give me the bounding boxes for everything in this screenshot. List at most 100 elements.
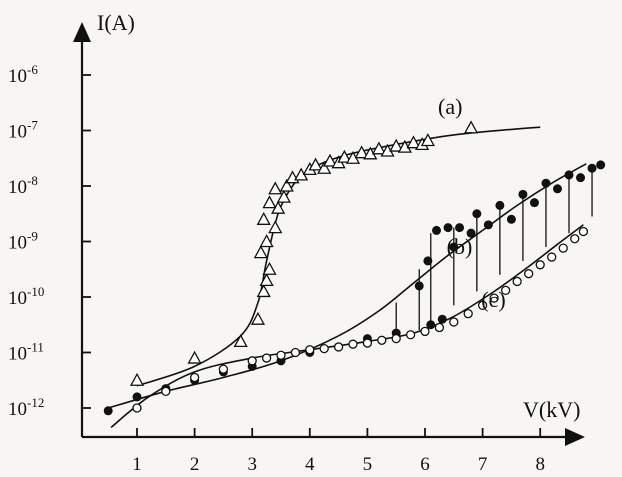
series-b-point — [495, 200, 505, 210]
series-a-point — [389, 138, 404, 152]
series-a-point — [262, 261, 277, 275]
series-c-point — [261, 353, 272, 363]
series-c-point — [524, 269, 534, 279]
series-c-point — [489, 293, 499, 303]
series-c-point — [290, 347, 301, 358]
series-label-c: (c) — [481, 287, 505, 312]
series-b-point — [472, 209, 482, 219]
x-axis-label: V(kV) — [523, 397, 580, 422]
series-a-point — [337, 149, 352, 163]
series-c-fit-curve — [110, 224, 584, 429]
series-b-point — [443, 223, 453, 233]
series-c-point — [500, 285, 511, 295]
series-b-point — [423, 256, 433, 266]
x-tick-label: 7 — [478, 454, 488, 475]
series-a-point — [420, 133, 435, 147]
x-axis-arrow — [565, 428, 585, 446]
series-c-point — [512, 276, 522, 287]
series-b-point — [483, 220, 493, 230]
y-tick-label: 10-7 — [8, 118, 38, 143]
series-c-point — [449, 317, 459, 327]
series-c-point — [391, 333, 401, 344]
y-axis-label: I(A) — [97, 10, 135, 35]
series-a-point — [259, 272, 274, 287]
series-b-point — [414, 281, 424, 291]
series-a-point — [256, 211, 271, 225]
series-b-point — [506, 214, 516, 224]
series-label-a: (a) — [438, 94, 462, 119]
series-a-point — [250, 311, 266, 325]
y-tick-label: 10-6 — [8, 62, 38, 87]
series-b-point — [437, 314, 447, 324]
y-axis-arrow — [73, 22, 91, 42]
y-tick-label: 10-12 — [8, 395, 44, 420]
series-b-point — [518, 189, 528, 199]
series-a-point — [259, 234, 274, 248]
y-tick-label: 10-9 — [8, 229, 38, 254]
series-c-point — [434, 322, 445, 333]
series-b-point — [596, 160, 606, 170]
series-a-point — [322, 153, 338, 167]
series-b-fit-curve — [107, 163, 587, 409]
series-a-point — [233, 334, 248, 348]
series-c-point — [405, 330, 416, 340]
x-tick-label: 3 — [247, 454, 257, 475]
series-c-point — [535, 260, 545, 270]
series-label-b: (b) — [447, 234, 473, 259]
series-c-point — [348, 339, 358, 349]
series-b-point — [552, 184, 562, 194]
series-c-point — [377, 335, 387, 345]
series-c-point — [463, 308, 473, 319]
series-a-point — [268, 220, 283, 234]
series-a-point — [253, 245, 268, 259]
series-a-point — [129, 372, 145, 386]
series-a-point — [279, 178, 294, 192]
x-tick-label: 4 — [305, 454, 315, 475]
x-tick-label: 6 — [420, 454, 430, 475]
series-a-point — [354, 145, 369, 159]
series-b-point — [541, 178, 551, 188]
series-b-point — [455, 223, 465, 233]
series-a-point — [256, 284, 271, 298]
series-b-point — [449, 242, 459, 252]
series-a-point — [317, 160, 332, 174]
x-tick-label: 1 — [132, 454, 142, 475]
series-c-point — [276, 350, 286, 360]
series-b-point — [564, 170, 574, 180]
series-c-point — [161, 386, 171, 397]
series-a-point — [268, 181, 283, 195]
series-b-point — [529, 198, 539, 208]
series-a-point — [371, 141, 387, 155]
x-tick-label: 2 — [190, 454, 200, 475]
series-b-point — [587, 163, 597, 173]
series-b-point — [576, 173, 586, 183]
series-a-point — [406, 135, 421, 149]
series-a-point — [187, 350, 202, 364]
series-c-point — [319, 343, 329, 354]
series-c-point — [305, 345, 315, 355]
series-b-point — [132, 392, 142, 402]
series-a-point — [262, 195, 277, 209]
series-a-point — [276, 189, 291, 203]
series-c-point — [333, 342, 344, 352]
series-c-point — [477, 300, 488, 310]
series-c-point — [218, 364, 229, 374]
series-c-point — [547, 252, 557, 262]
x-tick-label: 8 — [535, 454, 545, 475]
series-c-point — [420, 326, 430, 337]
series-c-point — [247, 356, 257, 366]
series-c-point — [578, 226, 589, 237]
series-c-point — [558, 243, 568, 253]
y-tick-label: 10-8 — [8, 173, 38, 198]
series-b-point — [466, 228, 476, 238]
y-tick-label: 10-11 — [8, 340, 44, 365]
x-tick-label: 5 — [363, 454, 373, 475]
y-tick-label: 10-10 — [8, 284, 44, 309]
series-a-point — [308, 157, 323, 171]
series-c-point — [570, 234, 580, 244]
series-c-point — [189, 372, 200, 383]
series-c-point — [132, 403, 142, 413]
series-b-point — [103, 406, 113, 416]
series-a-point — [463, 120, 479, 134]
